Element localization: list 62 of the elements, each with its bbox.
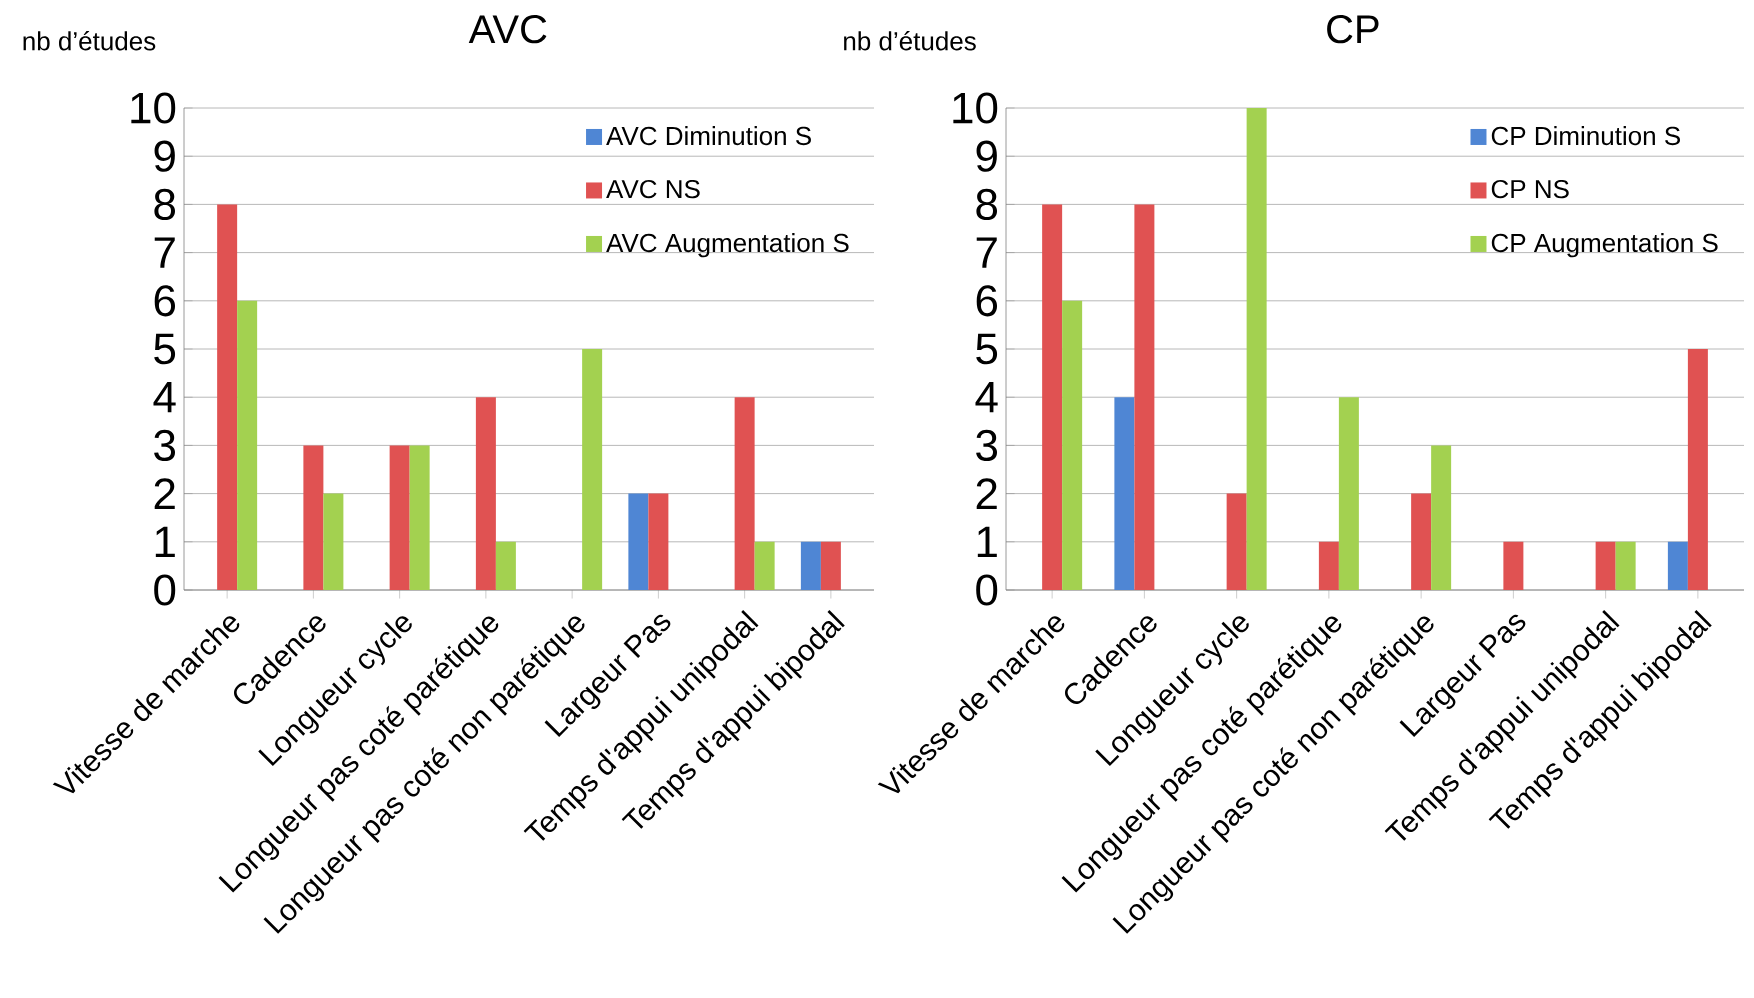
y-tick-label: 10 bbox=[131, 92, 176, 124]
y-tick-label: 1 bbox=[155, 526, 175, 557]
y-tick-label: 9 bbox=[154, 140, 175, 172]
bar bbox=[582, 349, 603, 590]
y-tick-label: 1 bbox=[977, 526, 997, 557]
bar bbox=[1431, 445, 1452, 590]
y-tick-label: 2 bbox=[154, 478, 175, 509]
legend-label: CP Diminution S bbox=[1491, 126, 1680, 146]
legend-label: AVC Diminution S bbox=[606, 126, 811, 146]
y-tick-label: 10 bbox=[953, 92, 998, 124]
legend-label: CP Augmentation S bbox=[1491, 233, 1718, 258]
y-tick-label: 8 bbox=[154, 188, 176, 220]
y-tick-label: 7 bbox=[154, 237, 175, 268]
legend-label: AVC Augmentation S bbox=[606, 233, 849, 258]
bar bbox=[648, 493, 669, 590]
bar bbox=[1246, 108, 1267, 590]
y-tick-label: 6 bbox=[976, 285, 998, 317]
y-tick-label: 9 bbox=[976, 140, 997, 172]
bar bbox=[475, 397, 496, 590]
bar bbox=[1615, 541, 1636, 590]
legend-label: CP NS bbox=[1491, 179, 1569, 199]
bar bbox=[1667, 541, 1688, 590]
y-tick-label: 6 bbox=[154, 285, 176, 317]
bar bbox=[1338, 397, 1359, 590]
chart-title: CP bbox=[1327, 15, 1379, 44]
y-tick-label: 2 bbox=[976, 478, 997, 509]
y-tick-label: 3 bbox=[976, 429, 998, 461]
bar bbox=[1687, 349, 1708, 590]
y-axis-title: nb d’études bbox=[844, 31, 976, 51]
bar bbox=[495, 541, 516, 590]
bar bbox=[409, 445, 430, 590]
y-tick-label: 0 bbox=[976, 574, 998, 606]
bar bbox=[1503, 541, 1524, 590]
y-tick-label: 4 bbox=[975, 382, 998, 413]
bar bbox=[734, 397, 755, 590]
bar bbox=[1062, 300, 1083, 590]
bar bbox=[323, 493, 344, 590]
bar bbox=[800, 541, 821, 590]
y-tick-label: 5 bbox=[154, 333, 176, 365]
bar bbox=[237, 300, 258, 590]
y-tick-label: 3 bbox=[154, 429, 176, 461]
bar bbox=[1114, 397, 1135, 590]
legend-label: AVC NS bbox=[606, 179, 700, 199]
bar bbox=[1226, 493, 1247, 590]
bar bbox=[303, 445, 324, 590]
y-tick-label: 8 bbox=[976, 188, 998, 220]
y-axis-title: nb d’études bbox=[23, 31, 156, 51]
bar bbox=[1595, 541, 1616, 590]
chart-title: AVC bbox=[468, 15, 547, 44]
y-tick-label: 0 bbox=[154, 574, 176, 606]
bar bbox=[820, 541, 841, 590]
bar bbox=[1042, 204, 1063, 590]
y-tick-label: 7 bbox=[976, 237, 997, 268]
y-tick-label: 5 bbox=[976, 333, 998, 365]
bar bbox=[1134, 204, 1155, 590]
bar bbox=[217, 204, 238, 590]
bar bbox=[1411, 493, 1432, 590]
y-tick-label: 4 bbox=[153, 382, 176, 413]
bar bbox=[628, 493, 649, 590]
bar bbox=[389, 445, 410, 590]
bar bbox=[754, 541, 775, 590]
bar bbox=[1318, 541, 1339, 590]
